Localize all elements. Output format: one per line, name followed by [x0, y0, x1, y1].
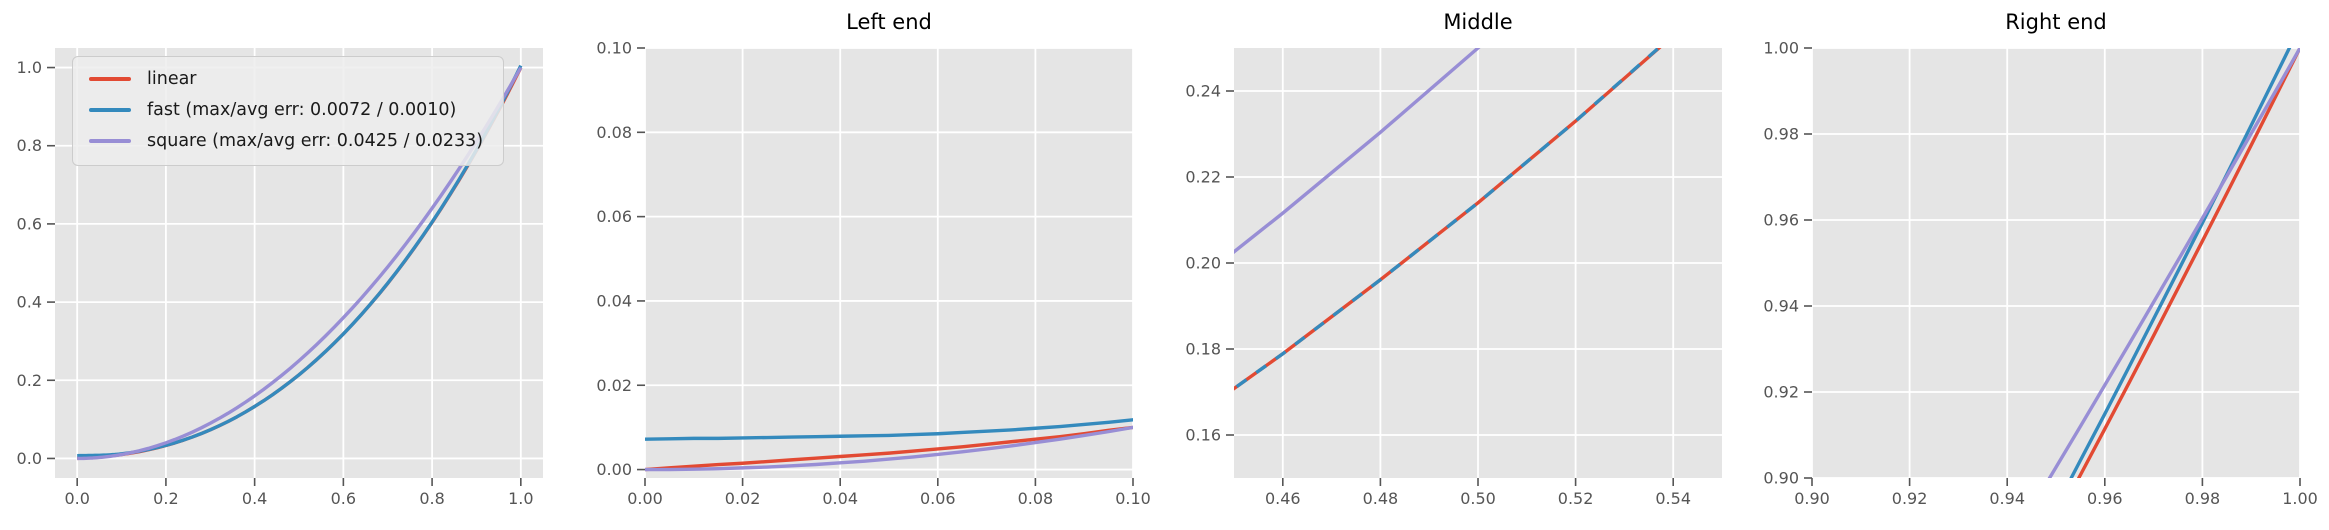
x-tick-label: 0.02 [725, 489, 761, 508]
y-tick-label: 0.6 [17, 214, 42, 233]
x-tick-label: 0.06 [920, 489, 956, 508]
x-tick-label: 0.48 [1363, 489, 1399, 508]
series-square-line [645, 425, 1133, 472]
gridlines [1811, 47, 2301, 479]
legend-line-fast-swatch [89, 108, 131, 112]
panel-title-right-end: Right end [2005, 10, 2107, 34]
y-tick-label: 0.96 [1763, 211, 1799, 230]
series-fast-line [645, 418, 1133, 441]
y-tick-label: 0.2 [17, 371, 42, 390]
y-tick-label: 0.10 [596, 39, 632, 58]
x-tick-label: 0.6 [331, 489, 356, 508]
y-tick-label: 1.0 [17, 58, 42, 77]
gridlines [644, 47, 1134, 478]
tick-labels: 0.90 0.92 0.94 0.96 0.98 1.00 0.90 0.92 0.94 0.96… [1763, 39, 2317, 509]
panel-3: 0.90 0.92 0.94 0.96 0.98 1.00 0.90 0.92 0.94 0.96… [1763, 39, 2317, 509]
y-tick-label: 0.8 [17, 136, 42, 155]
series-linear-line [645, 425, 1133, 472]
y-tick-label: 0.94 [1763, 297, 1799, 316]
y-tick-label: 0.18 [1185, 340, 1221, 359]
legend-line-linear-swatch [89, 77, 131, 81]
axes-background [1812, 48, 2300, 478]
x-tick-label: 0.50 [1460, 489, 1496, 508]
y-tick-label: 0.22 [1185, 168, 1221, 187]
x-tick-label: 0.90 [1794, 489, 1830, 508]
panel-1: 0.00 0.02 0.04 0.06 0.08 0.10 0.00 0.02 0.04 0.06… [596, 39, 1150, 509]
y-tick-label: 0.92 [1763, 383, 1799, 402]
y-tick-label: 0.08 [596, 123, 632, 142]
y-tick-label: 0.24 [1185, 82, 1221, 101]
y-tick-label: 0.16 [1185, 426, 1221, 445]
x-tick-label: 0.4 [242, 489, 267, 508]
y-tick-label: 1.00 [1763, 39, 1799, 58]
panel-title-left-end: Left end [846, 10, 932, 34]
x-tick-label: 0.52 [1558, 489, 1594, 508]
x-tick-label: 0.00 [627, 489, 663, 508]
x-tick-label: 0.08 [1018, 489, 1054, 508]
legend: linear fast (max/avg err: 0.0072 / 0.001… [72, 56, 505, 166]
legend-label-square: square (max/avg err: 0.0425 / 0.0233) [147, 131, 484, 151]
panel-title-middle: Middle [1443, 10, 1513, 34]
legend-label-fast: fast (max/avg err: 0.0072 / 0.0010) [147, 100, 457, 120]
x-tick-label: 0.54 [1655, 489, 1691, 508]
x-tick-label: 1.0 [508, 489, 533, 508]
y-tick-label: 0.20 [1185, 254, 1221, 273]
legend-item-fast: fast (max/avg err: 0.0072 / 0.0010) [89, 100, 483, 120]
y-tick-label: 0.04 [596, 291, 632, 310]
legend-item-square: square (max/avg err: 0.0425 / 0.0233) [89, 131, 483, 151]
tick-labels: 0.00 0.02 0.04 0.06 0.08 0.10 0.00 0.02 0.04 0.06… [596, 39, 1150, 509]
x-tick-label: 0.04 [822, 489, 858, 508]
y-tick-label: 0.90 [1763, 469, 1799, 488]
x-tick-label: 0.10 [1115, 489, 1151, 508]
x-tick-label: 0.92 [1892, 489, 1928, 508]
x-tick-label: 0.8 [419, 489, 444, 508]
legend-item-linear: linear [89, 69, 483, 89]
x-tick-label: 0.98 [2185, 489, 2221, 508]
x-tick-label: 1.00 [2282, 489, 2318, 508]
y-tick-label: 0.0 [17, 449, 42, 468]
x-tick-label: 0.94 [1989, 489, 2025, 508]
legend-line-square-swatch [89, 139, 131, 143]
legend-label-linear: linear [147, 69, 197, 89]
y-tick-label: 0.4 [17, 293, 42, 312]
x-tick-label: 0.0 [64, 489, 89, 508]
tick-labels: 0.0 0.2 0.4 0.6 0.8 1.0 0.0 0.2 0.4 0.6 0.8 1.0 [17, 58, 534, 508]
x-tick-label: 0.96 [2087, 489, 2123, 508]
tick-labels: 0.46 0.48 0.50 0.52 0.54 0.16 0.18 0.20 0.22 0.24 [1185, 82, 1691, 509]
y-tick-label: 0.98 [1763, 125, 1799, 144]
axes-background [645, 48, 1133, 478]
y-tick-label: 0.06 [596, 207, 632, 226]
y-tick-label: 0.02 [596, 376, 632, 395]
y-tick-label: 0.00 [596, 460, 632, 479]
x-tick-label: 0.2 [153, 489, 178, 508]
x-tick-label: 0.46 [1265, 489, 1301, 508]
